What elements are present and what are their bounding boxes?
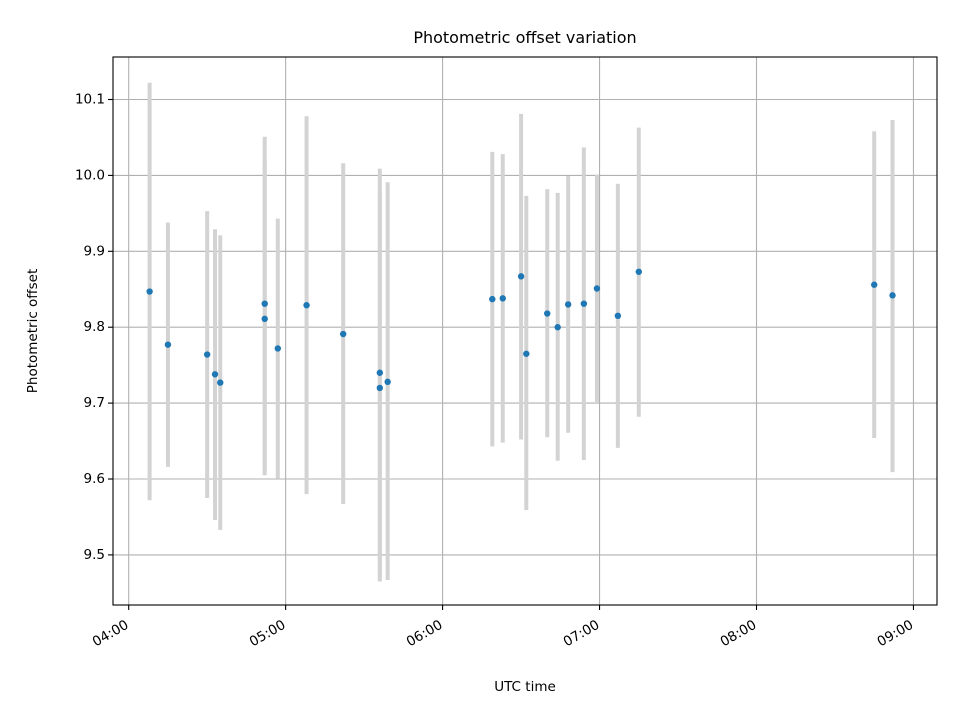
y-tick-label: 9.9 [84,243,105,259]
data-point [303,301,310,309]
data-point [376,384,384,392]
data-point [593,285,601,292]
y-axis-label: Photometric offset [25,269,41,393]
data-point [339,330,347,338]
y-tick-label: 9.6 [84,471,105,487]
data-point [261,315,268,323]
data-point [544,310,551,317]
data-point [164,341,172,348]
data-points [146,268,896,392]
data-point [384,378,391,386]
data-point [217,379,224,386]
data-point [580,300,588,307]
data-point [564,301,572,308]
data-point [889,292,896,299]
y-tick-label: 10.1 [75,92,105,108]
data-point [871,281,878,288]
y-axis-ticks: 9.5 9.6 9.7 9.8 9.9 10.0 10.1 [75,92,113,563]
data-point [614,312,622,320]
data-point [211,371,219,378]
data-point [517,273,525,280]
chart-title: Photometric offset variation [413,28,636,47]
data-point [376,369,384,376]
data-point [635,268,642,275]
data-point [554,324,561,331]
x-axis-label: UTC time [494,679,556,695]
y-tick-label: 9.8 [84,319,105,335]
y-tick-label: 9.5 [84,547,105,563]
data-point [203,351,211,358]
y-tick-label: 9.7 [84,395,105,411]
data-point [499,295,506,302]
y-tick-label: 10.0 [75,167,105,183]
data-point [523,350,530,357]
data-point [146,288,153,295]
plot-area-frame [112,56,938,606]
data-point [261,300,268,307]
data-point [274,345,281,352]
data-point [489,295,496,303]
